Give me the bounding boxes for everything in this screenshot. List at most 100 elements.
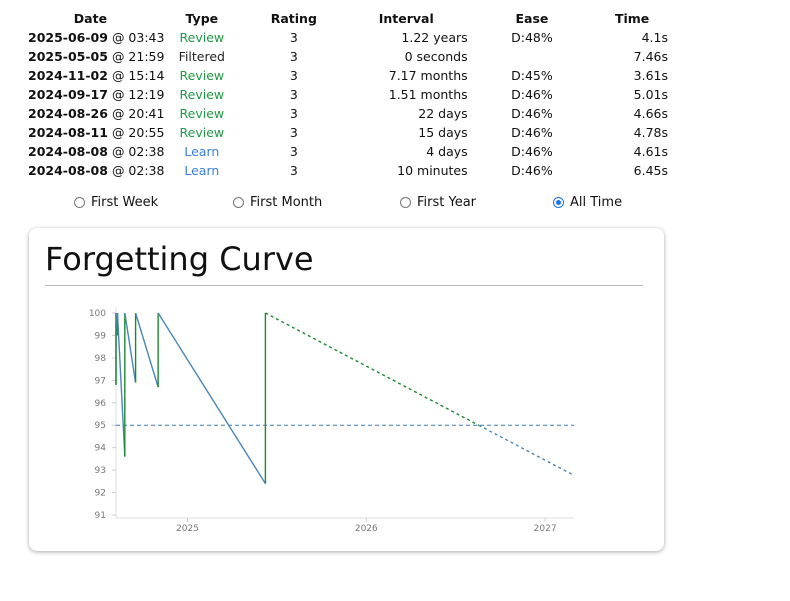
curve-decay-segment — [116, 312, 126, 457]
y-tick-label: 96 — [95, 399, 107, 409]
interval-cell: 10 minutes — [397, 163, 468, 178]
rating-cell: 3 — [289, 106, 298, 121]
date-value: 2024-08-08 — [28, 163, 108, 178]
y-tick-label: 92 — [95, 489, 106, 499]
date-cell: 2024-08-26 @ 20:41 — [24, 104, 164, 123]
date-cell: 2025-05-05 @ 21:59 — [24, 47, 164, 66]
y-tick-label: 95 — [95, 421, 106, 431]
ease-cell: D:46% — [511, 125, 553, 140]
column-header-rating: Rating — [270, 11, 317, 26]
table-row: 2024-08-08 @ 02:38 Learn 3 10 minutes D:46% 6… — [24, 161, 672, 180]
date-cell: 2025-06-09 @ 03:43 — [24, 28, 164, 47]
rating-cell: 3 — [289, 144, 298, 159]
x-tick-label: 2025 — [176, 524, 199, 534]
table-row: 2025-06-09 @ 03:43 Review 3 1.22 years D:48%… — [24, 28, 672, 47]
type-cell: Review — [179, 30, 225, 45]
radio-button[interactable] — [233, 197, 244, 208]
date-value: 2024-08-08 — [28, 144, 108, 159]
type-cell: Review — [179, 68, 225, 83]
date-value: 2024-08-11 — [28, 125, 108, 140]
y-tick-label: 91 — [95, 511, 106, 521]
time-of-day-value: @ 21:59 — [107, 49, 165, 64]
date-value: 2025-06-09 — [28, 30, 108, 45]
chart-title: Forgetting Curve — [45, 240, 314, 278]
column-header-time: Time — [614, 11, 650, 26]
time-of-day-value: @ 12:19 — [107, 87, 165, 102]
ease-cell: D:46% — [511, 144, 553, 159]
rating-cell: 3 — [289, 30, 298, 45]
ease-cell: D:46% — [511, 106, 553, 121]
range-radio-group: First Week First Month First Year All Ti… — [0, 195, 680, 213]
ease-cell: D:45% — [511, 68, 553, 83]
radio-button[interactable] — [74, 197, 85, 208]
review-log-table: Date Type Rating Interval Ease Time 2025… — [24, 9, 672, 180]
date-value: 2025-05-05 — [28, 49, 108, 64]
time-cell: 4.61s — [633, 144, 668, 159]
curve-decay-segment — [124, 312, 137, 383]
time-cell: 6.45s — [633, 163, 668, 178]
forgetting-curve-chart: 91 92 93 94 95 96 97 98 99 100 2025 2026 2027 — [89, 307, 574, 534]
y-tick-label: 93 — [95, 466, 106, 476]
type-cell: Review — [179, 106, 225, 121]
date-cell: 2024-09-17 @ 12:19 — [24, 85, 164, 104]
time-cell: 4.1s — [641, 30, 668, 45]
table-row: 2024-08-11 @ 20:55 Review 3 15 days D:46% 4.7… — [24, 123, 672, 142]
rating-cell: 3 — [289, 125, 298, 140]
date-cell: 2024-08-11 @ 20:55 — [24, 123, 164, 142]
projection-segment-above — [265, 312, 480, 426]
rating-cell: 3 — [289, 163, 298, 178]
radio-button[interactable] — [400, 197, 411, 208]
date-cell: 2024-08-08 @ 02:38 — [24, 142, 164, 161]
type-cell: Filtered — [178, 49, 225, 64]
interval-cell: 1.51 months — [388, 87, 468, 102]
radio-button[interactable] — [553, 197, 564, 208]
date-value: 2024-09-17 — [28, 87, 108, 102]
type-cell: Learn — [184, 163, 220, 178]
type-cell: Review — [179, 87, 225, 102]
title-divider — [45, 285, 643, 286]
date-value: 2024-08-26 — [28, 106, 108, 121]
date-value: 2024-11-02 — [28, 68, 108, 83]
interval-cell: 15 days — [418, 125, 468, 140]
time-cell: 4.78s — [633, 125, 668, 140]
ease-cell: D:46% — [511, 87, 553, 102]
column-header-type: Type — [185, 11, 219, 26]
x-tick-label: 2027 — [534, 524, 557, 534]
table-row: 2024-09-17 @ 12:19 Review 3 1.51 months D:46… — [24, 85, 672, 104]
range-option-first-week[interactable]: First Week — [74, 195, 158, 210]
y-tick-label: 100 — [89, 309, 106, 319]
table-row: 2024-11-02 @ 15:14 Review 3 7.17 months D:45… — [24, 66, 672, 85]
y-tick-label: 97 — [95, 376, 106, 386]
rating-cell: 3 — [289, 49, 298, 64]
range-option-first-year[interactable]: First Year — [400, 195, 476, 210]
time-of-day-value: @ 02:38 — [107, 163, 165, 178]
column-header-ease: Ease — [515, 11, 549, 26]
y-tick-label: 94 — [95, 444, 107, 454]
time-of-day-value: @ 15:14 — [107, 68, 165, 83]
range-option-all-time[interactable]: All Time — [553, 195, 622, 210]
curve-decay-segment — [157, 312, 266, 484]
date-cell: 2024-11-02 @ 15:14 — [24, 66, 164, 85]
ease-cell: D:46% — [511, 163, 553, 178]
interval-cell: 0 seconds — [404, 49, 468, 64]
column-header-interval: Interval — [378, 11, 434, 26]
interval-cell: 1.22 years — [401, 30, 468, 45]
rating-cell: 3 — [289, 87, 298, 102]
y-tick-label: 99 — [95, 331, 107, 341]
range-option-first-month[interactable]: First Month — [233, 195, 322, 210]
table-row: 2024-08-26 @ 20:41 Review 3 22 days D:46% 4.6… — [24, 104, 672, 123]
time-cell: 4.66s — [633, 106, 668, 121]
time-of-day-value: @ 03:43 — [107, 30, 165, 45]
curve-decay-segment — [134, 312, 159, 388]
forgetting-curve-card: Forgetting Curve 91 92 93 94 95 96 97 98 99 100 20… — [29, 228, 664, 551]
type-cell: Review — [179, 125, 225, 140]
interval-cell: 22 days — [418, 106, 468, 121]
range-option-label: First Month — [250, 195, 323, 210]
interval-cell: 7.17 months — [388, 68, 468, 83]
table-row: 2024-08-08 @ 02:38 Learn 3 4 days D:46% 4.61s — [24, 142, 672, 161]
interval-cell: 4 days — [426, 144, 468, 159]
date-cell: 2024-08-08 @ 02:38 — [24, 161, 164, 180]
time-of-day-value: @ 02:38 — [107, 144, 165, 159]
ease-cell: D:48% — [511, 30, 553, 45]
time-cell: 3.61s — [633, 68, 668, 83]
